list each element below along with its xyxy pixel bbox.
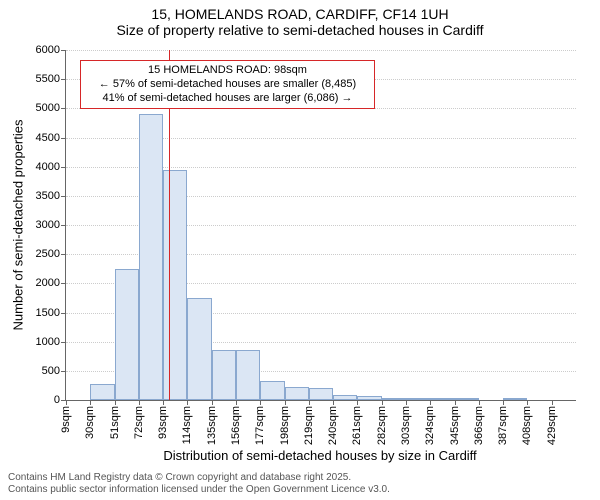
histogram-bar [236, 350, 260, 400]
footer-line2: Contains public sector information licen… [8, 484, 390, 496]
xtick-mark [455, 400, 456, 405]
histogram-bar [212, 350, 236, 400]
ytick-mark [61, 254, 66, 255]
annotation-line3: 41% of semi-detached houses are larger (… [87, 92, 368, 106]
xtick-label: 219sqm [303, 406, 315, 445]
xtick-label: 30sqm [84, 406, 96, 439]
histogram-bar [503, 398, 527, 400]
ytick-mark [61, 283, 66, 284]
histogram-bar [382, 398, 406, 400]
ytick-label: 3500 [36, 190, 60, 202]
ytick-label: 5000 [36, 102, 60, 114]
xtick-label: 51sqm [109, 406, 121, 439]
ytick-label: 0 [54, 394, 60, 406]
histogram-bar [187, 298, 211, 400]
xtick-mark [430, 400, 431, 405]
histogram-bar [430, 398, 454, 400]
xtick-mark [187, 400, 188, 405]
histogram-bar [139, 114, 163, 400]
xtick-mark [285, 400, 286, 405]
ytick-label: 5500 [36, 73, 60, 85]
histogram-bar [455, 398, 479, 400]
gridline [66, 50, 576, 51]
histogram-bar [333, 395, 357, 400]
ytick-label: 2500 [36, 248, 60, 260]
xtick-mark [236, 400, 237, 405]
xtick-label: 114sqm [181, 406, 193, 444]
y-axis-label: Number of semi-detached properties [11, 50, 26, 400]
xtick-label: 408sqm [521, 406, 533, 445]
footer: Contains HM Land Registry data © Crown c… [8, 472, 390, 496]
ytick-mark [61, 138, 66, 139]
footer-line1: Contains HM Land Registry data © Crown c… [8, 472, 390, 484]
xtick-mark [382, 400, 383, 405]
xtick-label: 261sqm [351, 406, 363, 445]
ytick-label: 6000 [36, 44, 60, 56]
xtick-mark [139, 400, 140, 405]
xtick-label: 303sqm [400, 406, 412, 445]
xtick-mark [163, 400, 164, 405]
xtick-mark [309, 400, 310, 405]
xtick-label: 429sqm [546, 406, 558, 445]
ytick-label: 3000 [36, 219, 60, 231]
ytick-label: 1000 [36, 336, 60, 348]
plot-area: 0500100015002000250030003500400045005000… [65, 50, 576, 401]
xtick-label: 240sqm [327, 406, 339, 445]
ytick-label: 4000 [36, 161, 60, 173]
annotation-line1: 15 HOMELANDS ROAD: 98sqm [87, 64, 368, 78]
annotation-box: 15 HOMELANDS ROAD: 98sqm← 57% of semi-de… [80, 60, 375, 109]
ytick-mark [61, 108, 66, 109]
ytick-mark [61, 371, 66, 372]
ytick-mark [61, 79, 66, 80]
ytick-mark [61, 225, 66, 226]
xtick-label: 198sqm [279, 406, 291, 445]
ytick-label: 4500 [36, 132, 60, 144]
xtick-label: 366sqm [473, 406, 485, 445]
title-line2: Size of property relative to semi-detach… [0, 22, 600, 38]
x-axis-label: Distribution of semi-detached houses by … [65, 448, 575, 463]
histogram-bar [115, 269, 139, 400]
histogram-bar [285, 387, 309, 400]
histogram-bar [357, 396, 381, 400]
xtick-label: 72sqm [133, 406, 145, 439]
xtick-mark [260, 400, 261, 405]
histogram-bar [406, 398, 430, 400]
histogram-bar [260, 381, 284, 400]
ytick-label: 1500 [36, 307, 60, 319]
ytick-mark [61, 342, 66, 343]
histogram-bar [309, 388, 333, 400]
xtick-mark [552, 400, 553, 405]
xtick-mark [357, 400, 358, 405]
xtick-mark [333, 400, 334, 405]
ytick-label: 2000 [36, 277, 60, 289]
xtick-mark [479, 400, 480, 405]
xtick-mark [503, 400, 504, 405]
xtick-mark [212, 400, 213, 405]
title-block: 15, HOMELANDS ROAD, CARDIFF, CF14 1UH Si… [0, 0, 600, 38]
xtick-label: 9sqm [60, 406, 72, 433]
histogram-bar [90, 384, 114, 400]
xtick-label: 387sqm [497, 406, 509, 445]
xtick-mark [90, 400, 91, 405]
title-line1: 15, HOMELANDS ROAD, CARDIFF, CF14 1UH [0, 6, 600, 22]
xtick-mark [115, 400, 116, 405]
xtick-label: 93sqm [157, 406, 169, 439]
xtick-label: 135sqm [206, 406, 218, 445]
xtick-label: 345sqm [449, 406, 461, 445]
xtick-mark [406, 400, 407, 405]
xtick-mark [527, 400, 528, 405]
xtick-label: 177sqm [254, 406, 266, 445]
annotation-line2: ← 57% of semi-detached houses are smalle… [87, 78, 368, 92]
xtick-label: 324sqm [424, 406, 436, 445]
chart-root: 15, HOMELANDS ROAD, CARDIFF, CF14 1UH Si… [0, 0, 600, 500]
ytick-label: 500 [42, 365, 60, 377]
histogram-bar [163, 170, 187, 400]
xtick-label: 156sqm [230, 406, 242, 445]
ytick-mark [61, 313, 66, 314]
xtick-mark [66, 400, 67, 405]
ytick-mark [61, 196, 66, 197]
ytick-mark [61, 50, 66, 51]
xtick-label: 282sqm [376, 406, 388, 445]
ytick-mark [61, 167, 66, 168]
